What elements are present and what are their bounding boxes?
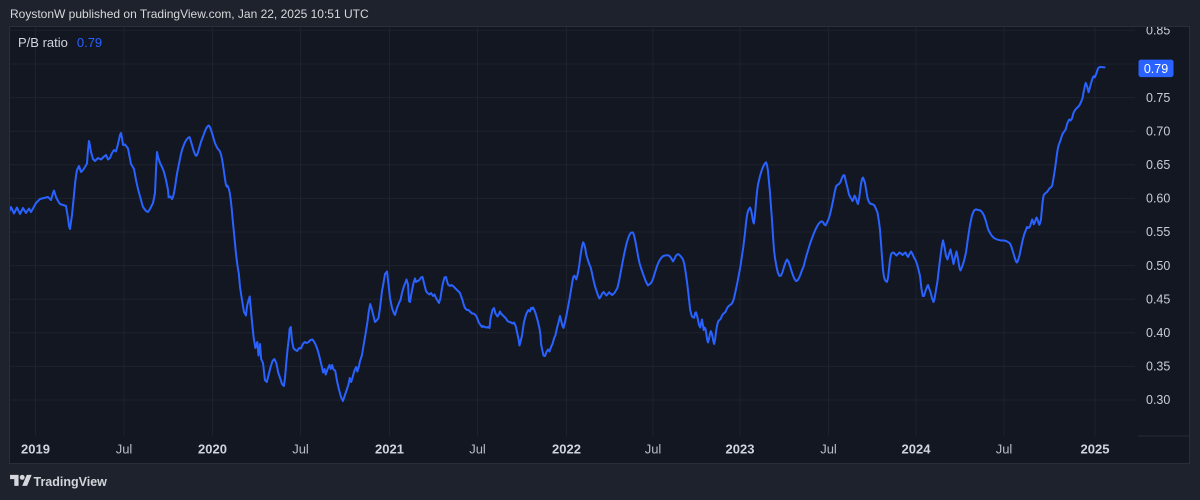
svg-text:Jul: Jul [469,442,486,457]
svg-text:Jul: Jul [996,442,1013,457]
svg-text:2019: 2019 [21,442,50,457]
svg-text:2021: 2021 [375,442,404,457]
svg-text:2025: 2025 [1081,442,1110,457]
svg-text:0.40: 0.40 [1146,326,1170,340]
svg-text:Jul: Jul [820,442,837,457]
svg-text:0.50: 0.50 [1146,259,1170,273]
svg-text:0.70: 0.70 [1146,124,1170,138]
svg-text:0.30: 0.30 [1146,393,1170,407]
svg-text:2023: 2023 [726,442,755,457]
svg-text:2024: 2024 [902,442,932,457]
svg-text:Jul: Jul [116,442,133,457]
svg-text:Jul: Jul [645,442,662,457]
svg-text:Jul: Jul [292,442,309,457]
svg-text:0.60: 0.60 [1146,192,1170,206]
svg-text:0.35: 0.35 [1146,360,1170,374]
svg-text:0.55: 0.55 [1146,225,1170,239]
svg-text:0.65: 0.65 [1146,158,1170,172]
svg-text:0.45: 0.45 [1146,292,1170,306]
svg-text:2020: 2020 [198,442,227,457]
svg-text:0.85: 0.85 [1146,27,1170,38]
svg-text:2022: 2022 [552,442,581,457]
svg-text:0.75: 0.75 [1146,91,1170,105]
svg-text:0.79: 0.79 [1144,62,1168,76]
